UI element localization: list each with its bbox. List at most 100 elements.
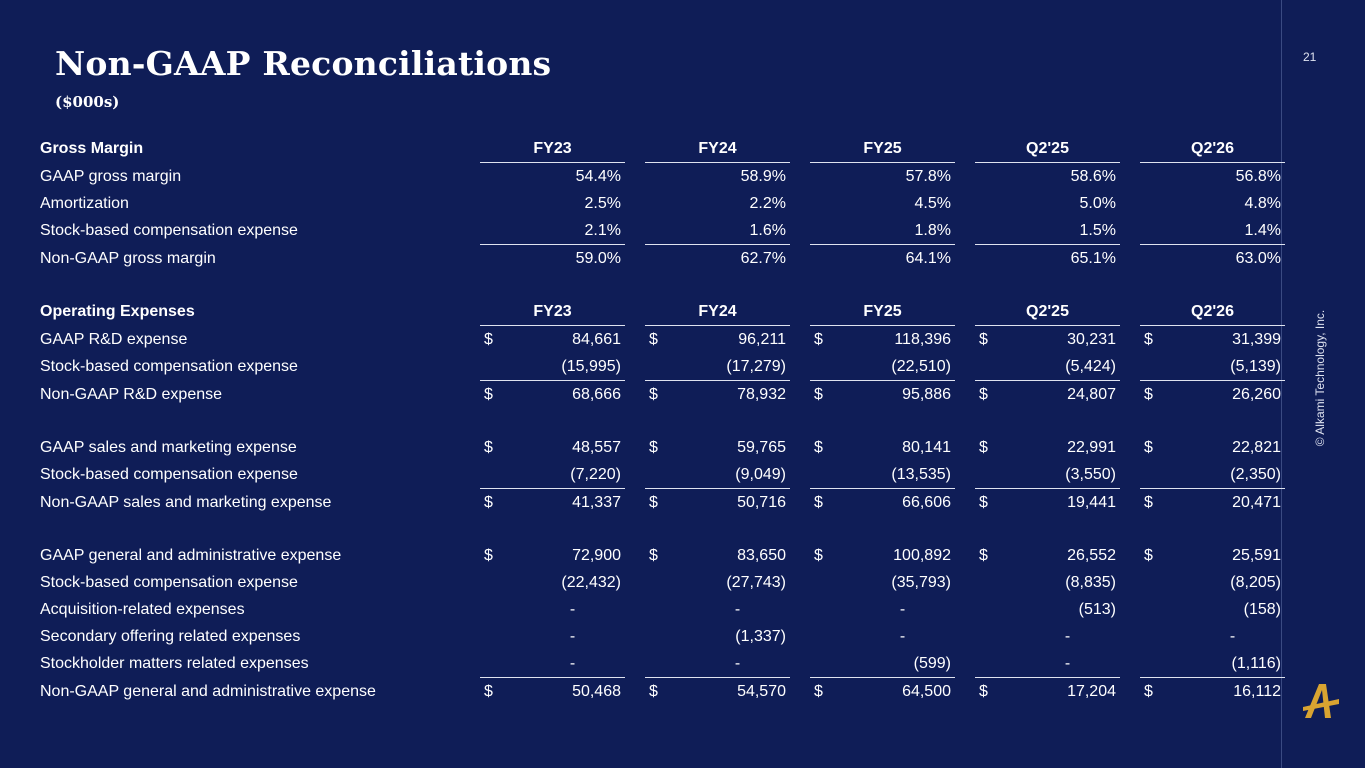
cell-value: 68,666 [572, 386, 621, 403]
table-cell: $59,765 [645, 434, 790, 461]
table-cell: (513) [975, 596, 1120, 623]
table-cell: (158) [1140, 596, 1285, 623]
cell-value: (35,793) [891, 574, 951, 591]
cell-value: 25,591 [1232, 547, 1281, 564]
cell-value: 58.6% [1070, 168, 1116, 185]
cell-value: 5.0% [1079, 195, 1116, 212]
table-cell: 56.8% [1140, 163, 1285, 191]
cell-value: (513) [1078, 601, 1116, 618]
table-cell: $41,337 [480, 489, 625, 517]
table-cell: $24,807 [975, 381, 1120, 409]
table-cell: 58.9% [645, 163, 790, 191]
table-cell: 62.7% [645, 245, 790, 273]
table-cell: 2.5% [480, 190, 625, 217]
table-row: GAAP R&D expense $84,661 $96,211 $118,396 $3… [40, 326, 1285, 354]
table-cell: $50,716 [645, 489, 790, 517]
column-header: FY23 [480, 135, 625, 163]
currency-symbol: $ [814, 386, 823, 403]
cell-value: 57.8% [905, 168, 951, 185]
column-header: FY23 [480, 298, 625, 326]
table-cell: 5.0% [975, 190, 1120, 217]
column-header: Q2'26 [1140, 298, 1285, 326]
table-cell: 1.5% [975, 217, 1120, 245]
currency-symbol: $ [979, 386, 988, 403]
cell-value: 65.1% [1070, 250, 1116, 267]
row-label: GAAP R&D expense [40, 330, 188, 348]
table-cell: $22,821 [1140, 434, 1285, 461]
cell-value: (599) [913, 655, 951, 672]
cell-value: 1.5% [1079, 222, 1116, 239]
column-header: FY25 [810, 135, 955, 163]
table-cell: $25,591 [1140, 542, 1285, 569]
table-cell: (8,835) [975, 569, 1120, 596]
table-cell: (3,550) [975, 461, 1120, 489]
cell-value: (1,337) [735, 628, 786, 645]
table-cell: (599) [810, 650, 955, 678]
table-cell: (5,139) [1140, 353, 1285, 381]
currency-symbol: $ [1144, 683, 1153, 700]
page-number: 21 [1303, 50, 1317, 64]
cell-value: 72,900 [572, 547, 621, 564]
table-cell: (7,220) [480, 461, 625, 489]
table-cell: $83,650 [645, 542, 790, 569]
table-cell: $66,606 [810, 489, 955, 517]
row-label: GAAP gross margin [40, 167, 182, 185]
table-row: Stock-based compensation expense (7,220) (… [40, 461, 1285, 489]
table-cell: $30,231 [975, 326, 1120, 354]
section-header: Gross Margin [40, 140, 144, 158]
cell-value: (8,205) [1230, 574, 1281, 591]
cell-value: 26,552 [1067, 547, 1116, 564]
currency-symbol: $ [484, 547, 493, 564]
row-label: GAAP sales and marketing expense [40, 439, 297, 456]
table-row: Stock-based compensation expense 2.1% 1.6%… [40, 217, 1285, 245]
row-label: Stockholder matters related expenses [40, 655, 309, 673]
table-cell: 64.1% [810, 245, 955, 273]
table-row: Non-GAAP gross margin 59.0% 62.7% 64.1% 65.1… [40, 245, 1285, 273]
cell-value: 1.8% [914, 222, 951, 239]
table-row: Acquisition-related expenses - - - (513) (158… [40, 596, 1285, 623]
table-cell: $64,500 [810, 678, 955, 706]
table-cell: - [645, 650, 790, 678]
table-row: GAAP general and administrative expense $… [40, 542, 1285, 569]
row-label: Secondary offering related expenses [40, 628, 301, 645]
row-label: Non-GAAP general and administrative expe… [40, 682, 376, 700]
table-row: Stock-based compensation expense (15,995)… [40, 353, 1285, 381]
cell-value: (13,535) [891, 466, 951, 483]
cell-value: 63.0% [1235, 250, 1281, 267]
cell-value: 1.6% [749, 222, 786, 239]
table-cell: $100,892 [810, 542, 955, 569]
cell-value: 118,396 [894, 331, 951, 348]
table-cell: - [899, 628, 906, 645]
cell-value: 2.5% [584, 195, 621, 212]
cell-value: 58.9% [740, 168, 786, 185]
table-cell: 2.2% [645, 190, 790, 217]
table-cell: - [480, 650, 625, 678]
cell-value: 22,821 [1232, 439, 1281, 456]
cell-value: (2,350) [1230, 466, 1281, 483]
table-cell: 4.8% [1140, 190, 1285, 217]
cell-value: 54.4% [575, 168, 621, 185]
cell-value: 84,661 [572, 331, 621, 348]
table-cell: 1.4% [1140, 217, 1285, 245]
currency-symbol: $ [979, 547, 988, 564]
table-cell: 65.1% [975, 245, 1120, 273]
cell-value: 100,892 [893, 547, 951, 564]
table-cell: (27,743) [645, 569, 790, 596]
table-cell: (13,535) [810, 461, 955, 489]
cell-value: 2.1% [584, 222, 621, 239]
table-cell: $68,666 [480, 381, 625, 409]
currency-symbol: $ [1144, 547, 1153, 564]
cell-value: 62.7% [740, 250, 786, 267]
table-cell: $96,211 [645, 326, 790, 354]
currency-symbol: $ [649, 439, 658, 456]
currency-symbol: $ [979, 683, 988, 700]
cell-value: (5,139) [1230, 358, 1281, 375]
table-cell: - [1064, 628, 1071, 645]
row-label: Non-GAAP R&D expense [40, 385, 223, 403]
table-row: Stockholder matters related expenses - - (5… [40, 650, 1285, 678]
cell-value: (22,432) [561, 574, 621, 591]
cell-value: 50,468 [572, 683, 621, 700]
table-cell: $48,557 [480, 434, 625, 461]
column-header: FY25 [810, 298, 955, 326]
cell-value: 24,807 [1067, 386, 1116, 403]
